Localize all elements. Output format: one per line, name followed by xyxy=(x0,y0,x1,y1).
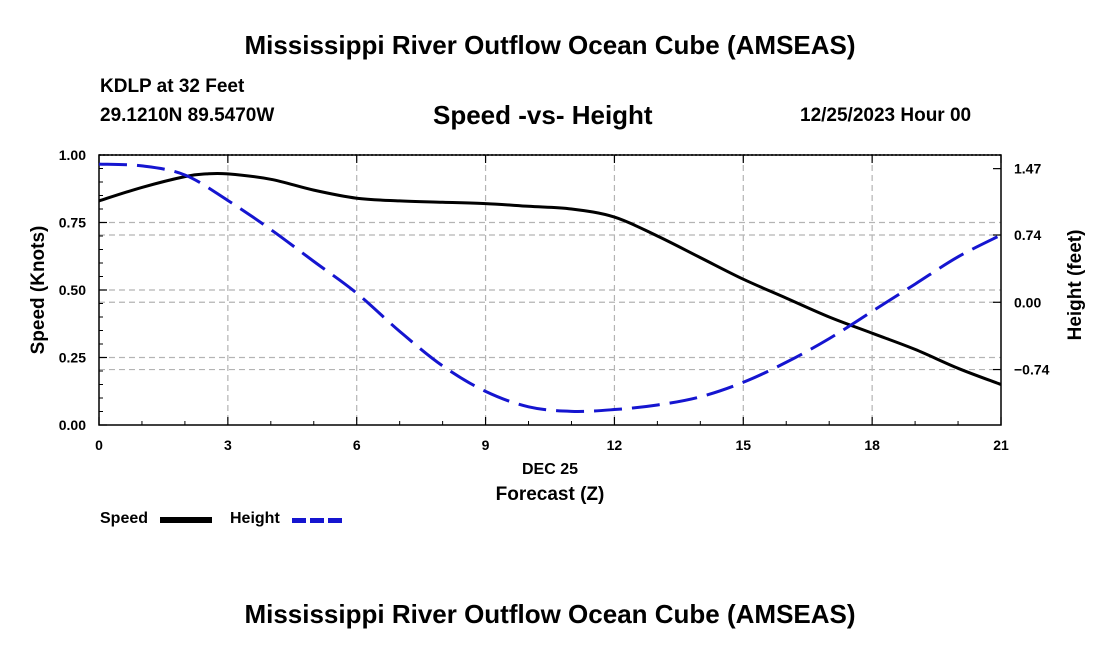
x-tick-label: 3 xyxy=(224,437,232,453)
y-tick-label-right: −0.74 xyxy=(1014,362,1050,378)
axis-ticks: 0 3 6 9 12 15 18 21 0.00 0.25 0.50 0.75 1.00 −0.74 0.0… xyxy=(59,147,1050,453)
y-tick-label-right: 0.74 xyxy=(1014,227,1041,243)
y-axis-label-right: Height (feet) xyxy=(1065,230,1086,341)
x-tick-label: 6 xyxy=(353,437,361,453)
x-tick-label: 18 xyxy=(864,437,880,453)
y-tick-label-right: 0.00 xyxy=(1014,294,1041,310)
y-tick-label-right: 1.47 xyxy=(1014,161,1041,177)
x-tick-label: 15 xyxy=(735,437,751,453)
legend-height-swatch xyxy=(292,518,344,523)
y-tick-label-left: 0.50 xyxy=(59,282,86,298)
grid-lines xyxy=(99,155,1001,425)
y-tick-label-left: 1.00 xyxy=(59,147,86,163)
series-line-height xyxy=(98,162,1002,413)
coordinates-label: 29.1210N 89.5470W xyxy=(100,105,275,126)
y-tick-label-left: 0.25 xyxy=(59,350,86,366)
x-tick-label: 21 xyxy=(993,437,1009,453)
legend-speed-label: Speed xyxy=(100,510,149,527)
y-tick-label-left: 0.00 xyxy=(59,417,86,433)
series-line-speed xyxy=(98,171,1002,386)
chart-subtitle: Speed -vs- Height xyxy=(433,100,653,130)
legend-speed-swatch xyxy=(160,517,212,523)
station-label: KDLP at 32 Feet xyxy=(100,76,245,97)
y-axis-label-left: Speed (Knots) xyxy=(28,226,49,355)
y-tick-label-left: 0.75 xyxy=(59,215,86,231)
x-tick-label: 9 xyxy=(482,437,490,453)
page-title: Mississippi River Outflow Ocean Cube (AM… xyxy=(244,30,856,60)
x-axis-label: Forecast (Z) xyxy=(496,484,605,505)
x-tick-label: 0 xyxy=(95,437,103,453)
series-layer xyxy=(98,162,1002,413)
forecast-datetime: 12/25/2023 Hour 00 xyxy=(800,105,972,126)
footer-title: Mississippi River Outflow Ocean Cube (AM… xyxy=(244,599,856,629)
x-tick-label: 12 xyxy=(607,437,623,453)
x-date-label: DEC 25 xyxy=(522,461,578,478)
legend-height-label: Height xyxy=(230,510,280,527)
